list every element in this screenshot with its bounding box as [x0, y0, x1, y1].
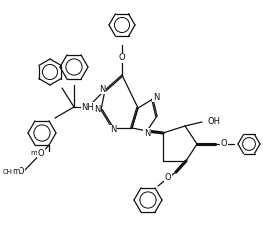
Text: O: O	[165, 174, 171, 183]
Text: m: m	[31, 150, 38, 156]
Text: N: N	[144, 129, 150, 138]
Text: CH₃: CH₃	[2, 169, 15, 175]
Text: NH: NH	[82, 103, 94, 111]
Text: O: O	[18, 168, 24, 177]
Text: N: N	[110, 125, 116, 134]
Text: N: N	[99, 84, 105, 94]
Text: N: N	[153, 93, 159, 101]
Text: O: O	[119, 54, 125, 63]
Text: O: O	[221, 139, 227, 149]
Text: O: O	[38, 149, 44, 158]
Text: OH: OH	[207, 118, 220, 127]
Text: m: m	[12, 168, 20, 177]
Text: N: N	[94, 105, 100, 114]
